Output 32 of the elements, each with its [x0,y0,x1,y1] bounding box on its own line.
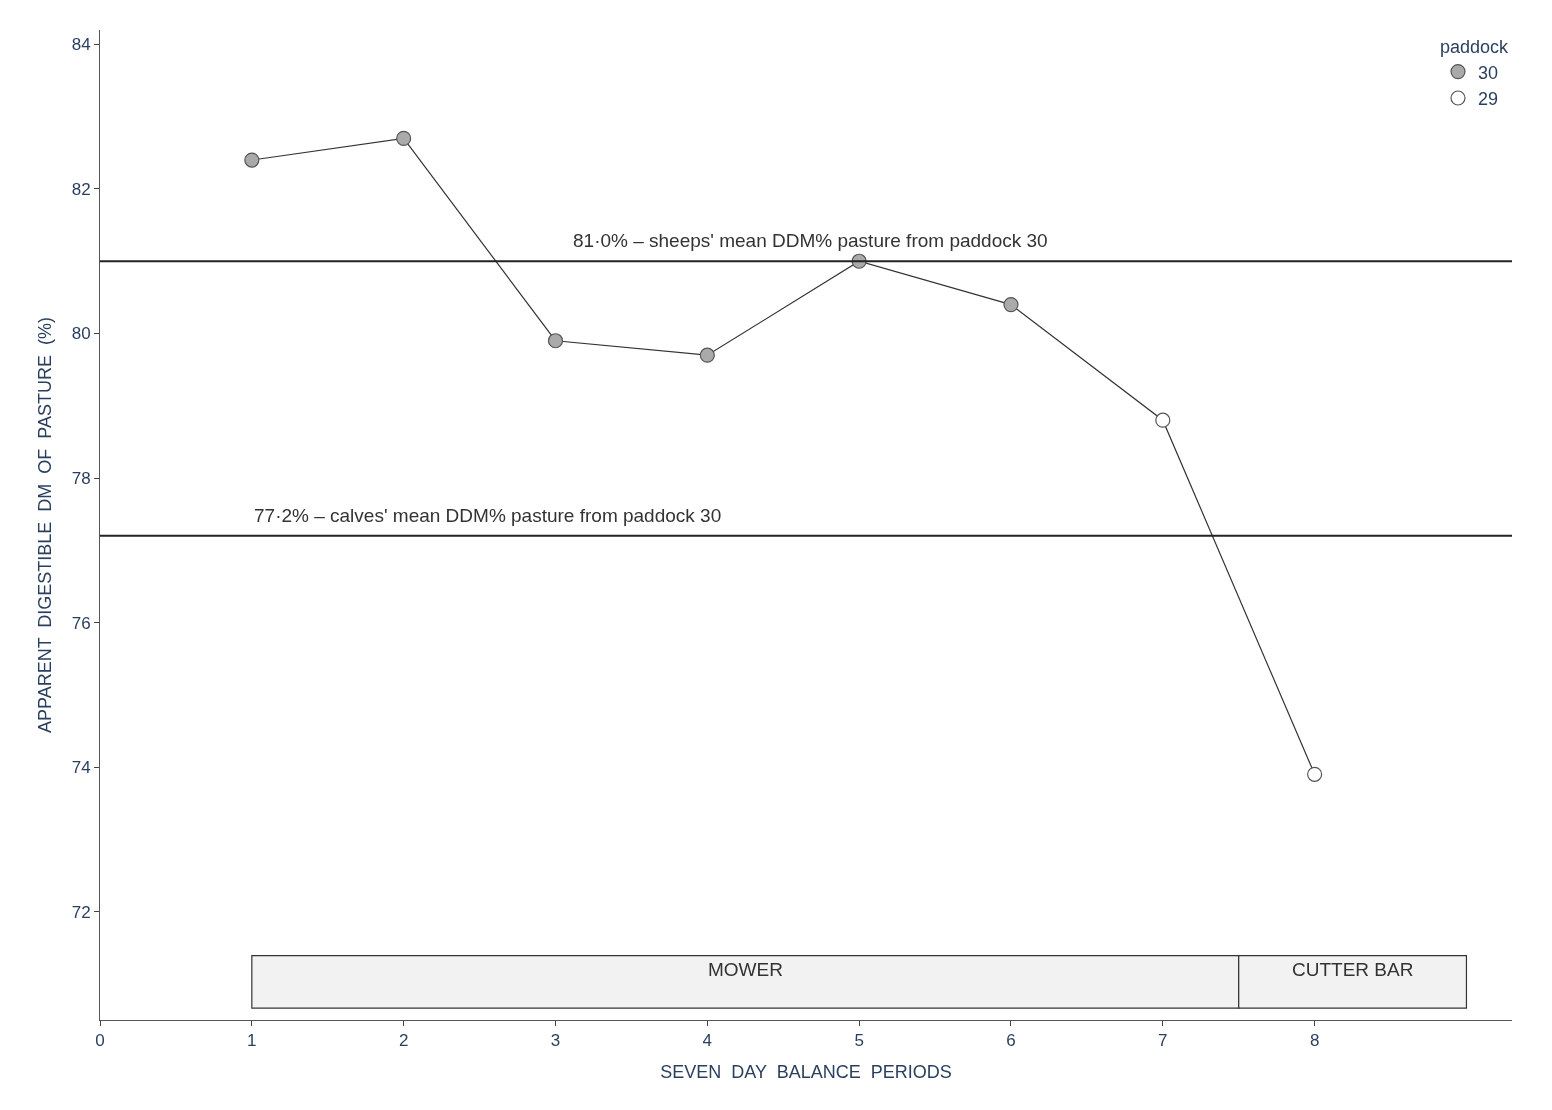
x-tick-label: 5 [854,1031,864,1051]
y-tick-label: 76 [71,613,91,633]
x-tick-label: 2 [398,1031,409,1051]
y-tick-label: 82 [71,179,91,199]
ref-line-label: 81·0% – sheeps' mean DDM% pasture from paddock 30 [573,230,1048,251]
point [547,333,564,349]
x-tick-label: 1 [247,1031,257,1051]
band-label: MOWER [708,959,783,980]
point [699,347,715,363]
y-tick-label: 80 [71,324,91,344]
y-tick-label: 84 [71,35,91,55]
x-tick-label: 8 [1309,1031,1320,1051]
point [1307,766,1323,782]
x-tick-label: 3 [550,1031,561,1051]
point [1003,297,1019,313]
x-tick-label: 0 [95,1031,105,1051]
legend-label: 29 [1478,89,1499,110]
y-tick-label: 72 [71,902,91,922]
legend-label: 30 [1478,62,1499,83]
x-axis-title: SEVEN DAY BALANCE PERIODS [660,1061,952,1082]
y-tick-label: 78 [71,468,91,488]
legend-title: paddock [1440,37,1510,58]
y-tick-label: 74 [71,758,91,778]
x-tick-label: 6 [1006,1031,1016,1051]
point [244,152,260,168]
y-axis-title: APPARENT DIGESTIBLE DM OF PASTURE (%) [34,316,55,734]
x-tick-label: 7 [1158,1031,1168,1051]
x-tick-label: 4 [702,1031,713,1051]
ref-line-label: 77·2% – calves' mean DDM% pasture from paddock 30 [254,505,722,526]
band-label: CUTTER BAR [1292,959,1414,980]
point [1155,412,1171,428]
point [396,130,412,146]
